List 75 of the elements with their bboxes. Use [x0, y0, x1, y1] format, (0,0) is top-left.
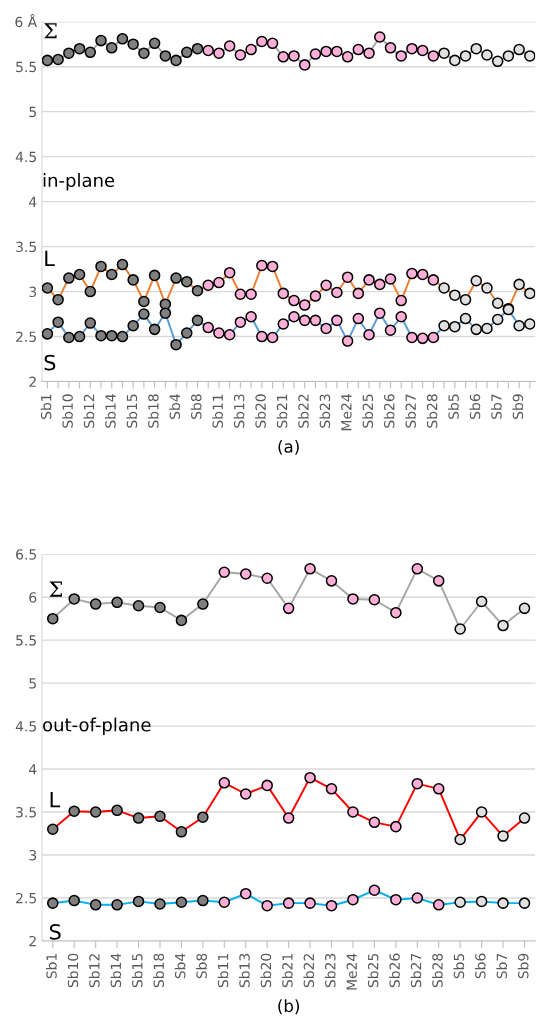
x-tick-label: Sb10: [62, 394, 73, 428]
series-label: Σ: [49, 581, 62, 597]
y-tick-label: 2.5: [16, 892, 36, 904]
x-tick-label: Sb28: [426, 394, 438, 428]
x-tick-label: Sb26: [383, 394, 395, 428]
series-label: L: [50, 792, 61, 808]
x-tick-label: Sb22: [298, 394, 309, 428]
x-tick-label: Sb4: [169, 394, 181, 419]
x-tick-label: Sb12: [88, 954, 100, 988]
x-tick-label: Me24: [341, 394, 352, 431]
x-tick-label: Sb1: [46, 954, 57, 979]
x-tick-label: Sb8: [190, 394, 202, 419]
y-tick-label: 4.5: [15, 721, 36, 732]
x-tick-label: Sb23: [319, 394, 331, 428]
y-tick-label: 2: [29, 376, 36, 387]
x-tick-label: Sb20: [260, 953, 272, 988]
x-tick-label: Sb27: [410, 953, 422, 988]
x-tick-label: Sb15: [126, 394, 138, 428]
x-tick-label: Sb12: [83, 394, 95, 428]
x-tick-label: Sb10: [67, 953, 79, 988]
x-tick-label: Sb26: [389, 953, 400, 988]
y-tick-label: 2: [29, 935, 36, 947]
series-label: S: [49, 923, 61, 940]
series-label: S: [44, 354, 56, 371]
x-tick-label: Sb6: [474, 953, 486, 979]
x-axis-title: (b): [278, 999, 299, 1015]
y-tick-label: 4: [29, 764, 37, 775]
x-tick-label: Sb8: [196, 953, 207, 979]
x-tick-label: Sb11: [217, 954, 229, 988]
x-tick-label: Sb9: [517, 953, 529, 979]
x-tick-label: Sb11: [212, 394, 223, 428]
x-tick-label: Sb14: [110, 953, 122, 988]
series-label: Σ: [44, 23, 57, 39]
y-tick-label: 5: [29, 106, 36, 118]
x-tick-label: Sb6: [469, 394, 481, 419]
x-tick-label: Sb18: [153, 953, 165, 988]
y-tick-label: 3: [29, 849, 37, 861]
y-tick-label: 3: [29, 286, 37, 298]
x-tick-label: Sb23: [324, 953, 336, 988]
x-tick-label: Me24: [346, 953, 357, 990]
y-tick-label: 3.5: [16, 807, 36, 818]
annotation: out-of-plane: [43, 717, 151, 736]
x-tick-label: Sb7: [490, 394, 502, 419]
x-tick-label: Sb28: [432, 953, 443, 988]
y-tick-label: 6 Å: [15, 14, 38, 28]
y-tick-label: 4: [29, 196, 37, 207]
y-tick-label: 5.5: [16, 61, 36, 73]
y-tick-label: 5: [29, 678, 36, 689]
x-tick-label: Sb18: [147, 394, 159, 428]
annotation: in-plane: [43, 173, 115, 191]
x-tick-label: Sb25: [362, 394, 374, 428]
y-tick-label: 5.5: [16, 635, 36, 646]
x-tick-label: Sb20: [255, 394, 266, 428]
x-tick-label: Sb13: [233, 394, 245, 428]
y-tick-label: 3.5: [16, 241, 36, 253]
x-tick-label: Sb14: [105, 394, 116, 428]
x-tick-label: Sb15: [131, 953, 143, 988]
x-tick-label: Sb22: [303, 954, 315, 988]
x-tick-label: Sb21: [276, 394, 288, 428]
x-tick-label: Sb1: [40, 394, 52, 419]
x-tick-label: Sb5: [448, 394, 459, 419]
x-tick-label: Sb4: [174, 953, 186, 979]
x-axis-title: (a): [278, 439, 299, 455]
x-tick-label: Sb27: [405, 394, 416, 428]
y-tick-label: 6: [29, 592, 37, 603]
series-label: L: [45, 250, 55, 266]
x-tick-label: Sb25: [367, 953, 379, 988]
x-tick-label: Sb9: [512, 394, 524, 419]
y-tick-label: 6.5: [16, 549, 36, 560]
x-tick-label: Sb7: [496, 953, 508, 979]
x-tick-label: Sb13: [239, 953, 250, 988]
y-tick-label: 4.5: [15, 151, 36, 163]
x-tick-label: Sb5: [453, 953, 465, 979]
x-tick-label: Sb21: [281, 954, 293, 988]
y-tick-label: 2.5: [16, 331, 36, 343]
